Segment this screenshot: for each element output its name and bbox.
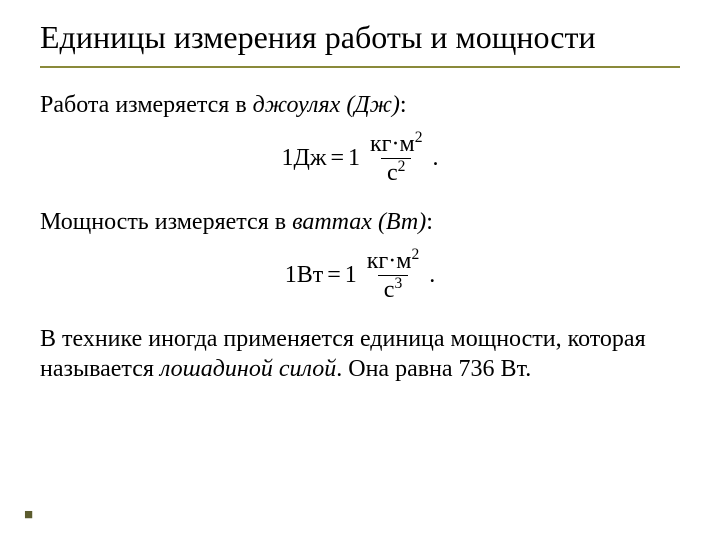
f2-num: кг·м2 (361, 249, 426, 275)
work-unit-text: Работа измеряется в джоулях (Дж): (40, 90, 680, 120)
f1-fraction: кг·м2 с2 (364, 132, 429, 185)
text-tail: : (400, 92, 407, 118)
corner-bullet-icon: ■ (24, 507, 33, 524)
f2-eq: = (327, 262, 341, 289)
f2-den-exp: 3 (394, 275, 402, 292)
text-tail: : (426, 209, 433, 235)
f2-num-b: м (396, 248, 411, 274)
f2-num-exp: 2 (411, 246, 419, 263)
f1-num-a: кг (370, 131, 392, 157)
formula-watt: 1Вт = 1 кг·м2 с3 . (40, 249, 680, 302)
slide-container: Единицы измерения работы и мощности Рабо… (0, 0, 720, 540)
text-plain: Работа измеряется в (40, 92, 253, 118)
horsepower-text: В технике иногда применяется единица мощ… (40, 324, 680, 384)
f1-den-a: с (387, 160, 398, 186)
f2-num-a: кг (367, 248, 389, 274)
text-italic: ваттах (Вт) (292, 209, 426, 235)
formula-joule: 1Дж = 1 кг·м2 с2 . (40, 132, 680, 185)
f1-num-exp: 2 (415, 129, 423, 146)
title-underline (40, 66, 680, 68)
f2-one: 1 (345, 262, 357, 289)
power-unit-text: Мощность измеряется в ваттах (Вт): (40, 207, 680, 237)
f1-tail: . (433, 145, 439, 172)
f2-den: с3 (378, 275, 408, 302)
f2-fraction: кг·м2 с3 (361, 249, 426, 302)
f1-num: кг·м2 (364, 132, 429, 158)
f1-den-exp: 2 (398, 158, 406, 175)
f2-lhs: 1Вт (285, 262, 324, 289)
f1-eq: = (330, 145, 344, 172)
f1-num-dot: · (392, 131, 400, 157)
text-italic: джоулях (Дж) (253, 92, 400, 118)
f1-one: 1 (348, 145, 360, 172)
f1-den: с2 (381, 158, 411, 185)
slide-title: Единицы измерения работы и мощности (40, 18, 680, 56)
formula-joule-inner: 1Дж = 1 кг·м2 с2 . (282, 132, 439, 185)
f1-num-b: м (400, 131, 415, 157)
f2-den-a: с (384, 277, 395, 303)
formula-watt-inner: 1Вт = 1 кг·м2 с3 . (285, 249, 436, 302)
f2-tail: . (429, 262, 435, 289)
text-plain: Мощность измеряется в (40, 209, 292, 235)
f1-lhs: 1Дж (282, 145, 327, 172)
text-italic: лошадиной силой (160, 356, 336, 382)
text-b: . Она равна 736 Вт. (336, 356, 531, 382)
